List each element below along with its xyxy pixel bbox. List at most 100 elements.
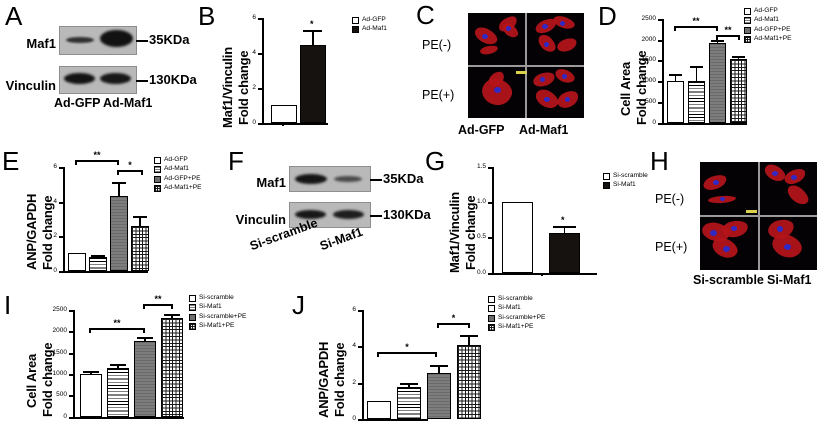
y-tick bbox=[488, 167, 492, 169]
cell-nucleus bbox=[565, 96, 570, 102]
bar-ad-maf1 bbox=[89, 257, 107, 271]
y-tick-label: 2 bbox=[53, 232, 57, 239]
error-cap bbox=[133, 216, 147, 218]
error-bar bbox=[144, 337, 146, 341]
legend-item: Si-Maf1+PE bbox=[189, 323, 246, 331]
cell-nucleus bbox=[482, 34, 488, 39]
legend-item: Si-scramble bbox=[488, 295, 545, 303]
legend-item: Si-scramble+PE bbox=[189, 313, 246, 321]
panel-g-label: G bbox=[425, 146, 446, 176]
x-tick bbox=[282, 123, 284, 126]
cell-nucleus bbox=[494, 86, 501, 93]
y-tick-label: 500 bbox=[56, 391, 67, 398]
cell-nucleus bbox=[542, 24, 548, 29]
y-tick-label: 6 bbox=[252, 14, 256, 21]
y-tick-label: 1500 bbox=[52, 349, 67, 356]
error-cap bbox=[711, 40, 724, 42]
error-bar bbox=[117, 364, 119, 368]
legend-label: Ad-GFP bbox=[754, 6, 778, 14]
y-tick-label: 0 bbox=[352, 415, 356, 422]
bar-ad-gfp bbox=[667, 81, 684, 123]
panel-j-legend: Si-scramble Si-Maf1 Si-scramble+PE Si-Ma… bbox=[488, 295, 545, 333]
y-tick bbox=[358, 346, 362, 348]
y-tick bbox=[59, 271, 63, 273]
legend-label: Si-Maf1 bbox=[199, 303, 222, 311]
legend-label: Si-Maf1+PE bbox=[199, 322, 235, 330]
y-tick-label: 2500 bbox=[52, 306, 67, 313]
y-tick-label: 1000 bbox=[52, 370, 67, 377]
y-tick-label: 0 bbox=[652, 119, 656, 126]
legend-label: Ad-GFP+PE bbox=[754, 25, 791, 33]
legend-swatch-icon bbox=[154, 175, 161, 183]
y-tick bbox=[358, 419, 362, 421]
panel-g: G Maf1/Vinculin Fold change 0.0 0.5 1.0 … bbox=[423, 145, 648, 290]
y-tick bbox=[69, 353, 73, 355]
y-tick-label: 1.0 bbox=[476, 198, 486, 205]
panel-a: A Maf1 Vinculin 35KDa 130KDa Ad-GFP Ad-M… bbox=[0, 0, 200, 145]
cell-nucleus bbox=[771, 171, 778, 176]
panel-e: E ANP/GAPDH Fold change 0 2 4 6 ** * bbox=[0, 145, 228, 290]
x-tick bbox=[541, 273, 543, 276]
blot-band bbox=[295, 210, 326, 219]
legend-item: Si-Maf1 bbox=[189, 304, 246, 312]
cell-nucleus bbox=[790, 175, 797, 180]
error-bar bbox=[312, 30, 314, 45]
bar-si-scramble bbox=[367, 401, 391, 419]
bar-si-scramble bbox=[502, 202, 533, 273]
panel-d: D Cell Area Fold change 0 500 1000 1500 … bbox=[596, 0, 824, 145]
if-cell-si-maf1-pe-pos bbox=[759, 217, 817, 270]
y-tick bbox=[69, 331, 73, 333]
legend-swatch-icon bbox=[744, 17, 751, 24]
error-cap bbox=[400, 383, 418, 385]
y-tick-label: 1.5 bbox=[476, 163, 486, 170]
lane-label-ad-gfp: Ad-GFP bbox=[54, 96, 101, 110]
blot-panel-maf1 bbox=[59, 26, 137, 55]
legend-swatch-icon bbox=[189, 304, 196, 311]
molecular-weight-35kda: 35KDa bbox=[370, 171, 423, 186]
blot-row-label-maf1: Maf1 bbox=[256, 175, 286, 190]
legend-swatch-icon bbox=[603, 182, 610, 189]
bar-ad-gfp-pe bbox=[709, 43, 726, 123]
error-bar bbox=[468, 335, 470, 345]
error-cap bbox=[112, 182, 126, 184]
blot-band bbox=[100, 30, 133, 47]
legend-label: Ad-GFP bbox=[362, 15, 386, 23]
bar-si-maf1 bbox=[107, 368, 129, 417]
significance-star: * bbox=[310, 19, 314, 29]
cell-body bbox=[783, 181, 812, 209]
significance-star: * bbox=[405, 342, 409, 352]
panel-g-ylabel-line2: Fold change bbox=[463, 195, 478, 270]
bar-ad-maf1-pe bbox=[131, 226, 149, 271]
y-tick bbox=[488, 202, 492, 204]
error-bar bbox=[737, 56, 740, 60]
y-tick-label: 1000 bbox=[641, 77, 656, 84]
legend-item: Ad-Maf1 bbox=[154, 166, 202, 174]
significance-bracket-1: * bbox=[377, 343, 437, 358]
y-tick bbox=[59, 202, 63, 204]
bar-ad-gfp bbox=[271, 105, 297, 123]
legend-label: Si-scramble bbox=[498, 294, 533, 302]
bar-si-maf1-pe bbox=[161, 318, 183, 417]
blot-band bbox=[64, 73, 95, 84]
panel-a-blot: Maf1 Vinculin 35KDa 130KDa Ad-GFP Ad-Maf… bbox=[0, 0, 200, 145]
cell-nucleus bbox=[720, 197, 725, 201]
cell-body bbox=[500, 20, 521, 41]
panel-i-label: I bbox=[4, 290, 12, 320]
significance-star: * bbox=[128, 160, 132, 170]
legend-swatch-icon bbox=[488, 305, 495, 312]
significance-star: ** bbox=[692, 16, 700, 26]
legend-swatch-icon bbox=[744, 36, 751, 43]
significance-bracket-1: ** bbox=[75, 151, 119, 166]
significance-bracket-2: * bbox=[437, 314, 470, 329]
cell-nucleus bbox=[506, 26, 511, 31]
panel-b-x-axis bbox=[262, 123, 328, 125]
scale-bar bbox=[516, 71, 527, 74]
panel-g-x-axis bbox=[492, 273, 597, 275]
legend-label: Si-scramble bbox=[199, 293, 234, 301]
molecular-weight-130kda: 130KDa bbox=[136, 72, 197, 87]
legend-item: Ad-GFP+PE bbox=[154, 175, 202, 183]
bar-si-maf1-pe bbox=[457, 345, 481, 419]
legend-item: Ad-Maf1 bbox=[744, 17, 792, 25]
y-tick bbox=[658, 102, 662, 104]
legend-label: Si-scramble bbox=[613, 171, 648, 179]
